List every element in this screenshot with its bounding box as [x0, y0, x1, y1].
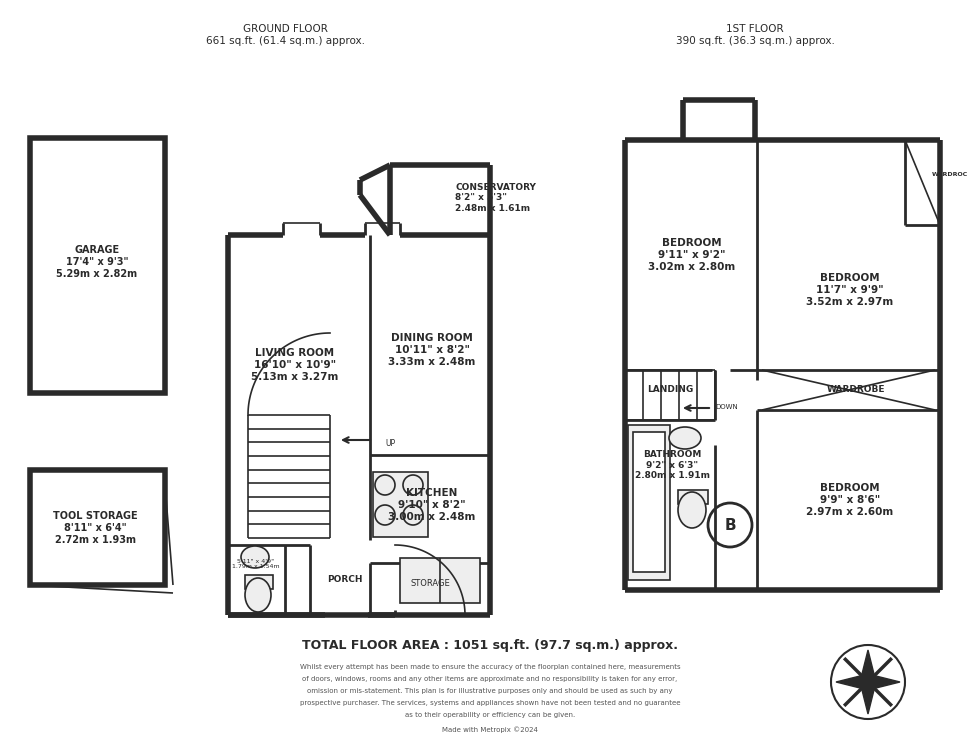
- Text: GARAGE
17'4" x 9'3"
5.29m x 2.82m: GARAGE 17'4" x 9'3" 5.29m x 2.82m: [57, 246, 137, 279]
- Ellipse shape: [245, 578, 271, 612]
- Polygon shape: [868, 674, 900, 690]
- Text: GROUND FLOOR
661 sq.ft. (61.4 sq.m.) approx.: GROUND FLOOR 661 sq.ft. (61.4 sq.m.) app…: [206, 24, 365, 46]
- Text: KITCHEN
9'10" x 8'2"
3.00m x 2.48m: KITCHEN 9'10" x 8'2" 3.00m x 2.48m: [388, 488, 475, 522]
- Bar: [30, 470, 165, 585]
- Text: of doors, windows, rooms and any other items are approximate and no responsibili: of doors, windows, rooms and any other i…: [303, 676, 677, 682]
- Text: TOOL STORAGE
8'11" x 6'4"
2.72m x 1.93m: TOOL STORAGE 8'11" x 6'4" 2.72m x 1.93m: [53, 511, 137, 544]
- Text: UP: UP: [385, 439, 395, 448]
- Bar: [245, 575, 273, 589]
- Text: DINING ROOM
10'11" x 8'2"
3.33m x 2.48m: DINING ROOM 10'11" x 8'2" 3.33m x 2.48m: [388, 333, 475, 366]
- Text: BATHROOM
9'2" x 6'3"
2.80m x 1.91m: BATHROOM 9'2" x 6'3" 2.80m x 1.91m: [634, 450, 710, 480]
- Bar: [373, 472, 428, 537]
- Text: omission or mis-statement. This plan is for illustrative purposes only and shoul: omission or mis-statement. This plan is …: [308, 688, 672, 694]
- Ellipse shape: [241, 546, 269, 568]
- Text: DOWN: DOWN: [715, 404, 738, 410]
- Polygon shape: [836, 674, 868, 690]
- Ellipse shape: [669, 427, 701, 449]
- Bar: [633, 432, 665, 572]
- Text: STORAGE: STORAGE: [410, 578, 450, 587]
- Polygon shape: [860, 650, 876, 682]
- Text: 1ST FLOOR
390 sq.ft. (36.3 sq.m.) approx.: 1ST FLOOR 390 sq.ft. (36.3 sq.m.) approx…: [675, 24, 834, 46]
- Text: B: B: [724, 517, 736, 532]
- Text: LANDING: LANDING: [647, 385, 693, 394]
- Text: 5'11" x 4'9"
1.79m x 1.54m: 5'11" x 4'9" 1.79m x 1.54m: [232, 559, 280, 569]
- Bar: [30, 138, 165, 393]
- Text: BEDROOM
9'11" x 9'2"
3.02m x 2.80m: BEDROOM 9'11" x 9'2" 3.02m x 2.80m: [649, 238, 736, 272]
- Text: BEDROOM
9'9" x 8'6"
2.97m x 2.60m: BEDROOM 9'9" x 8'6" 2.97m x 2.60m: [807, 484, 894, 517]
- Text: PORCH: PORCH: [327, 575, 363, 584]
- Ellipse shape: [678, 492, 706, 528]
- Bar: [628, 425, 670, 580]
- Text: CONSERVATORY
8'2" x 5'3"
2.48m x 1.61m: CONSERVATORY 8'2" x 5'3" 2.48m x 1.61m: [455, 183, 536, 213]
- Bar: [678, 490, 708, 504]
- Text: WARDROBE: WARDROBE: [827, 385, 885, 394]
- Text: prospective purchaser. The services, systems and appliances shown have not been : prospective purchaser. The services, sys…: [300, 700, 680, 706]
- Text: BEDROOM
11'7" x 9'9"
3.52m x 2.97m: BEDROOM 11'7" x 9'9" 3.52m x 2.97m: [807, 273, 894, 306]
- Text: LIVING ROOM
16'10" x 10'9"
5.13m x 3.27m: LIVING ROOM 16'10" x 10'9" 5.13m x 3.27m: [251, 348, 339, 382]
- Bar: [400, 558, 480, 603]
- Text: Made with Metropix ©2024: Made with Metropix ©2024: [442, 727, 538, 733]
- Text: WARDROC: WARDROC: [932, 173, 968, 177]
- Text: as to their operability or efficiency can be given.: as to their operability or efficiency ca…: [405, 712, 575, 718]
- Polygon shape: [860, 682, 876, 714]
- Text: Whilst every attempt has been made to ensure the accuracy of the floorplan conta: Whilst every attempt has been made to en…: [300, 664, 680, 670]
- Text: TOTAL FLOOR AREA : 1051 sq.ft. (97.7 sq.m.) approx.: TOTAL FLOOR AREA : 1051 sq.ft. (97.7 sq.…: [302, 638, 678, 652]
